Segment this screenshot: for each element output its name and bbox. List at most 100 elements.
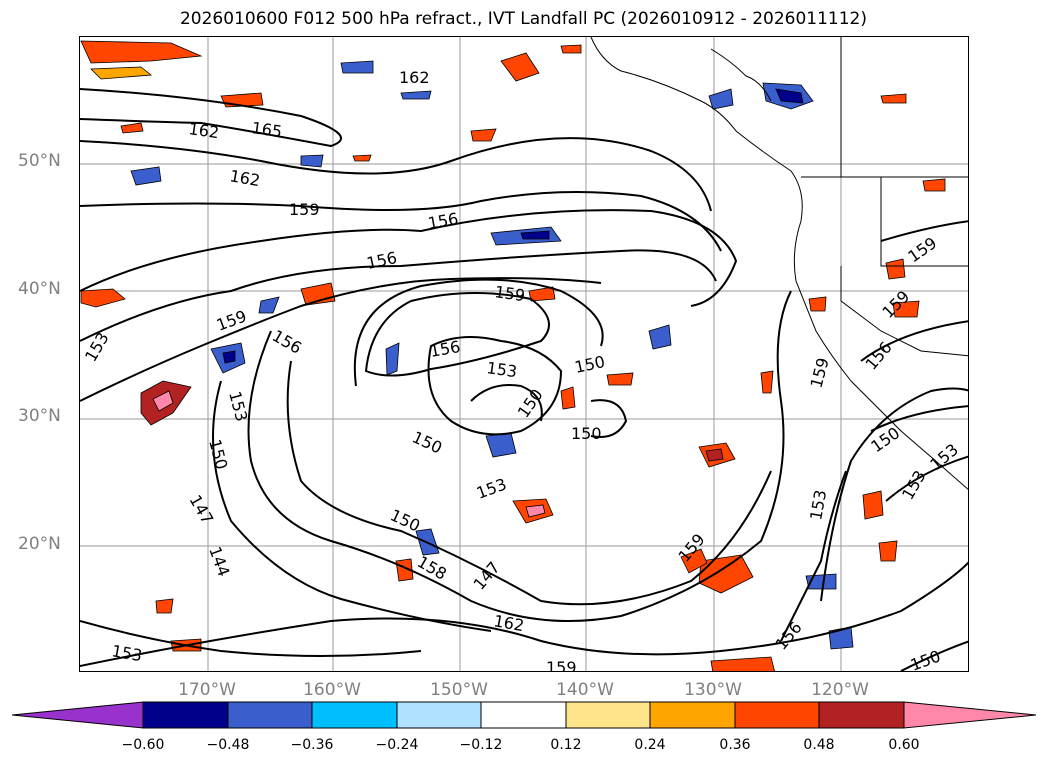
contour-label: 153 xyxy=(485,358,518,381)
contour-150-ne xyxy=(870,405,968,432)
figure-title: 2026010600 F012 500 hPa refract., IVT La… xyxy=(179,9,867,29)
shading-layer xyxy=(80,40,946,671)
contour-label: 159 xyxy=(289,200,320,219)
shade-blob xyxy=(808,296,827,312)
contour-label: 156 xyxy=(428,337,461,361)
coastline-alaska-panhandle xyxy=(710,48,772,102)
contour-153-south xyxy=(80,620,422,657)
contour-label: 150 xyxy=(573,352,607,377)
contour-label: 150 xyxy=(409,427,445,457)
colorbar-tick: −0.36 xyxy=(290,737,334,753)
contour-label: 165 xyxy=(250,118,283,141)
contour-label: 150 xyxy=(908,646,943,672)
shade-blob xyxy=(648,324,672,350)
shade-blob xyxy=(698,554,754,594)
contour-label: 153 xyxy=(926,440,962,474)
contour-label: 156 xyxy=(426,209,459,233)
colorbar-segment xyxy=(396,701,482,729)
map-svg: 162 162 165 162 159 156 156 159 159 156 … xyxy=(80,37,968,672)
colorbar-tick: 0.24 xyxy=(634,737,666,753)
shade-blob xyxy=(155,598,174,614)
contour-label: 162 xyxy=(399,68,430,87)
coastlines xyxy=(590,37,968,490)
shade-blob xyxy=(525,504,546,518)
contour-label: 159 xyxy=(546,658,577,672)
shade-blob xyxy=(775,88,804,104)
colorbar-tick: −0.24 xyxy=(375,737,419,753)
colorbar-tick: 0.12 xyxy=(550,737,582,753)
contour-label: 153 xyxy=(898,467,930,503)
shade-blob xyxy=(878,540,898,562)
shade-blob xyxy=(470,128,497,142)
lat-label-50n: 50°N xyxy=(18,151,61,171)
contour-label: 147 xyxy=(186,492,218,528)
colorbar-segment xyxy=(649,701,736,729)
shade-blob xyxy=(560,44,582,54)
contour-label: 153 xyxy=(474,474,509,502)
shade-blob xyxy=(922,178,946,192)
shade-blob xyxy=(222,350,236,364)
contour-156-ne xyxy=(860,320,968,362)
contour-label: 158 xyxy=(414,552,450,584)
lat-label-30n: 30°N xyxy=(18,406,61,426)
shade-blob xyxy=(885,258,906,280)
shade-blob xyxy=(708,88,734,110)
shade-blob xyxy=(500,52,540,82)
colorbar xyxy=(12,701,1036,729)
colorbar-tick: 0.60 xyxy=(888,737,920,753)
colorbar-segment xyxy=(311,701,398,729)
shade-blob xyxy=(560,386,576,410)
colorbar-tick: −0.12 xyxy=(459,737,503,753)
contour-label: 162 xyxy=(492,611,525,635)
contour-162 xyxy=(80,137,712,212)
contour-159-loop xyxy=(353,278,604,387)
shade-blob xyxy=(606,372,634,386)
contour-label: 153 xyxy=(81,329,113,365)
shade-blob xyxy=(520,230,550,240)
contour-153-east xyxy=(820,387,968,602)
contour-150-center xyxy=(470,384,543,422)
colorbar-tick: −0.48 xyxy=(206,737,250,753)
shade-blob xyxy=(710,656,775,671)
contour-147 xyxy=(286,360,772,606)
shade-blob xyxy=(485,432,517,458)
shade-blob xyxy=(300,154,324,168)
contour-150-se xyxy=(900,640,968,671)
contour-label: 159 xyxy=(214,306,249,334)
shade-blob xyxy=(130,166,162,186)
colorbar-segment xyxy=(142,701,229,729)
contour-156-loop xyxy=(364,292,550,377)
contour-153-ne xyxy=(885,455,968,502)
contour-label: 156 xyxy=(772,618,806,654)
contour-label: 147 xyxy=(470,558,504,594)
contour-159-ne xyxy=(880,220,968,242)
contour-156-east xyxy=(780,470,847,642)
contour-156 xyxy=(80,249,717,342)
lon-label-150w: 150°W xyxy=(430,680,488,700)
shade-blob xyxy=(880,93,907,104)
coastline-west-north-america xyxy=(590,37,968,490)
contour-150-small xyxy=(590,399,628,438)
colorbar-extend-min xyxy=(12,701,144,729)
colorbar-extend-max xyxy=(903,701,1036,729)
lon-label-170w: 170°W xyxy=(178,680,236,700)
contour-label: 156 xyxy=(269,326,305,358)
shade-blob xyxy=(705,448,724,462)
shade-blob xyxy=(400,90,432,100)
shade-blob xyxy=(528,286,556,302)
shade-blob xyxy=(760,370,774,394)
contour-label: 150 xyxy=(571,424,602,443)
contour-156-north xyxy=(80,209,738,307)
shade-blob xyxy=(395,558,414,582)
lon-label-120w: 120°W xyxy=(811,680,869,700)
shade-blob xyxy=(892,300,920,318)
shade-blob xyxy=(80,40,203,64)
contour-150 xyxy=(247,290,792,622)
lon-label-140w: 140°W xyxy=(556,680,614,700)
lat-label-20n: 20°N xyxy=(18,534,61,554)
shade-blob xyxy=(90,66,153,80)
colorbar-segment xyxy=(565,701,651,729)
colorbar-segment xyxy=(818,701,905,729)
shade-blob xyxy=(680,548,708,574)
contour-label: 162 xyxy=(228,166,261,190)
